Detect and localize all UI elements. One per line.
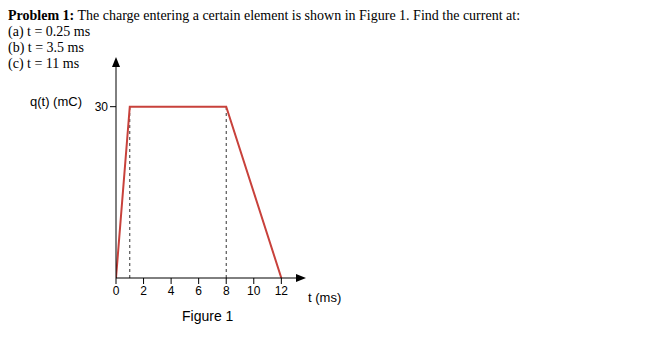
html-text:(a) t = 0.25 ms: (a) t = 0.25 ms <box>8 24 91 39</box>
html-text:Figure 1: Figure 1 <box>182 308 234 324</box>
svg-text:30: 30 <box>95 100 109 114</box>
svg-text:6: 6 <box>195 284 202 298</box>
html-text:q(t) (mC): q(t) (mC) <box>30 94 82 109</box>
svg-text:4: 4 <box>168 284 175 298</box>
svg-text:12: 12 <box>275 284 289 298</box>
svg-text:0: 0 <box>113 284 120 298</box>
svg-text:8: 8 <box>223 284 230 298</box>
svg-text:2: 2 <box>140 284 147 298</box>
svg-text:10: 10 <box>247 284 261 298</box>
html-text:Problem 1: The charge entering: Problem 1: The charge entering a certain… <box>8 8 520 23</box>
html-text:(b) t = 3.5 ms: (b) t = 3.5 ms <box>8 40 84 55</box>
html-text:(c) t = 11 ms: (c) t = 11 ms <box>8 56 80 71</box>
html-text:t (ms): t (ms) <box>308 290 342 305</box>
